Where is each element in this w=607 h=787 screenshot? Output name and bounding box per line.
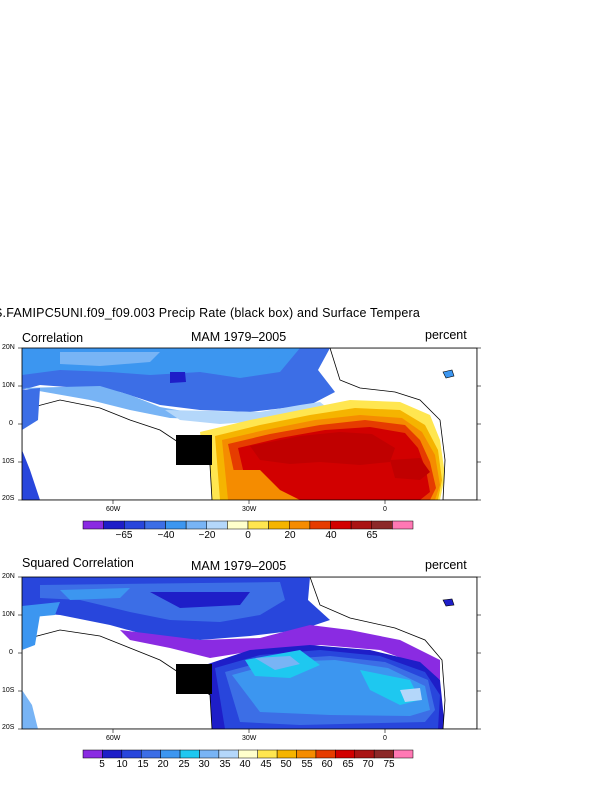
colorbar-swatch xyxy=(373,749,394,759)
panel1-lon-tick: 30W xyxy=(242,506,257,513)
panel2-colorbar-label: 20 xyxy=(157,759,169,770)
panel1-left-label: Correlation xyxy=(22,331,84,345)
panel1-map xyxy=(22,348,477,500)
colorbar-swatch xyxy=(179,749,200,759)
panel2-colorbar-label: 45 xyxy=(260,759,272,770)
panel1-lon-tick: 60W xyxy=(106,506,121,513)
panel2-lon-tick: 0 xyxy=(383,735,387,742)
panel2-colorbar-label: 25 xyxy=(178,759,190,770)
panel2-colorbar-label: 75 xyxy=(383,759,395,770)
panel2-colorbar-label: 65 xyxy=(342,759,354,770)
panel2-left-label: Squared Correlation xyxy=(22,556,134,570)
panel1-colorbar-label: −20 xyxy=(198,530,216,541)
colorbar-swatch xyxy=(393,749,414,759)
panel1-lat-tick: 20S xyxy=(2,495,15,502)
panel2-lat-tick: 10N xyxy=(2,611,15,618)
colorbar-swatch xyxy=(350,520,372,530)
colorbar-swatch xyxy=(144,520,166,530)
colorbar-swatch xyxy=(165,520,187,530)
panel1-right-label: percent xyxy=(425,328,467,342)
colorbar-swatch xyxy=(227,520,249,530)
colorbar-swatch xyxy=(276,749,297,759)
colorbar-swatch xyxy=(82,520,104,530)
panel1-colorbar-label: −65 xyxy=(115,530,133,541)
colorbar-swatch xyxy=(371,520,393,530)
panel1-ticks xyxy=(18,347,481,504)
colorbar-swatch xyxy=(102,749,123,759)
panel1-colorbar-label: 40 xyxy=(325,530,337,541)
panel2-colorbar-label: 50 xyxy=(280,759,292,770)
panel1-colorbar-label: 20 xyxy=(284,530,296,541)
colorbar-swatch xyxy=(247,520,269,530)
colorbar-swatch xyxy=(185,520,207,530)
colorbar-swatch xyxy=(354,749,375,759)
panel2-ticks xyxy=(18,576,481,733)
panel2-lon-tick: 30W xyxy=(242,735,257,742)
panel1-lat-tick: 0 xyxy=(9,420,13,427)
panel2-lat-tick: 20S xyxy=(2,724,15,731)
panel2-colorbar-label: 40 xyxy=(239,759,251,770)
panel1-lat-tick: 10S xyxy=(2,458,15,465)
colorbar-swatch xyxy=(315,749,336,759)
panel2-colorbar-label: 30 xyxy=(198,759,210,770)
panel2-colorbar-label: 10 xyxy=(116,759,128,770)
panel2-lon-tick: 60W xyxy=(106,735,121,742)
colorbar-swatch xyxy=(218,749,239,759)
panel1-colorbar xyxy=(82,520,414,530)
colorbar-swatch xyxy=(124,520,146,530)
colorbar-swatch xyxy=(160,749,181,759)
panel2-colorbar-label: 60 xyxy=(321,759,333,770)
panel1-colorbar-label: −40 xyxy=(157,530,175,541)
colorbar-swatch xyxy=(296,749,317,759)
panel2-colorbar-label: 55 xyxy=(301,759,313,770)
colorbar-swatch xyxy=(392,520,414,530)
colorbar-swatch xyxy=(309,520,331,530)
panel2-map xyxy=(22,577,477,729)
colorbar-swatch xyxy=(140,749,161,759)
panel1-colorbar-label: 0 xyxy=(245,530,251,541)
colorbar-swatch xyxy=(103,520,125,530)
panel2-colorbar-label: 5 xyxy=(99,759,105,770)
panel2-colorbar-label: 35 xyxy=(219,759,231,770)
panel2-colorbar-label: 70 xyxy=(362,759,374,770)
panel1-lat-tick: 20N xyxy=(2,344,15,351)
colorbar-swatch xyxy=(289,520,311,530)
panel2-lat-tick: 20N xyxy=(2,573,15,580)
panel2-lat-tick: 0 xyxy=(9,649,13,656)
panel2-center-label: MAM 1979–2005 xyxy=(191,559,287,573)
colorbar-swatch xyxy=(206,520,228,530)
colorbar-swatch xyxy=(238,749,258,759)
panel2-colorbar-label: 15 xyxy=(137,759,149,770)
colorbar-swatch xyxy=(257,749,278,759)
panel2-right-label: percent xyxy=(425,558,467,572)
panel1-center-label: MAM 1979–2005 xyxy=(191,330,287,344)
colorbar-swatch xyxy=(199,749,220,759)
colorbar-swatch xyxy=(330,520,352,530)
colorbar-swatch xyxy=(82,749,103,759)
panel2-lat-tick: 10S xyxy=(2,687,15,694)
colorbar-swatch xyxy=(121,749,142,759)
panel1-lat-tick: 10N xyxy=(2,382,15,389)
colorbar-swatch xyxy=(335,749,356,759)
panel2-colorbar xyxy=(82,749,414,759)
panel1-lon-tick: 0 xyxy=(383,506,387,513)
colorbar-swatch xyxy=(268,520,290,530)
figure-title: S.FAMIPC5UNI.f09_f09.003 Precip Rate (bl… xyxy=(0,306,421,320)
panel1-colorbar-label: 65 xyxy=(366,530,378,541)
